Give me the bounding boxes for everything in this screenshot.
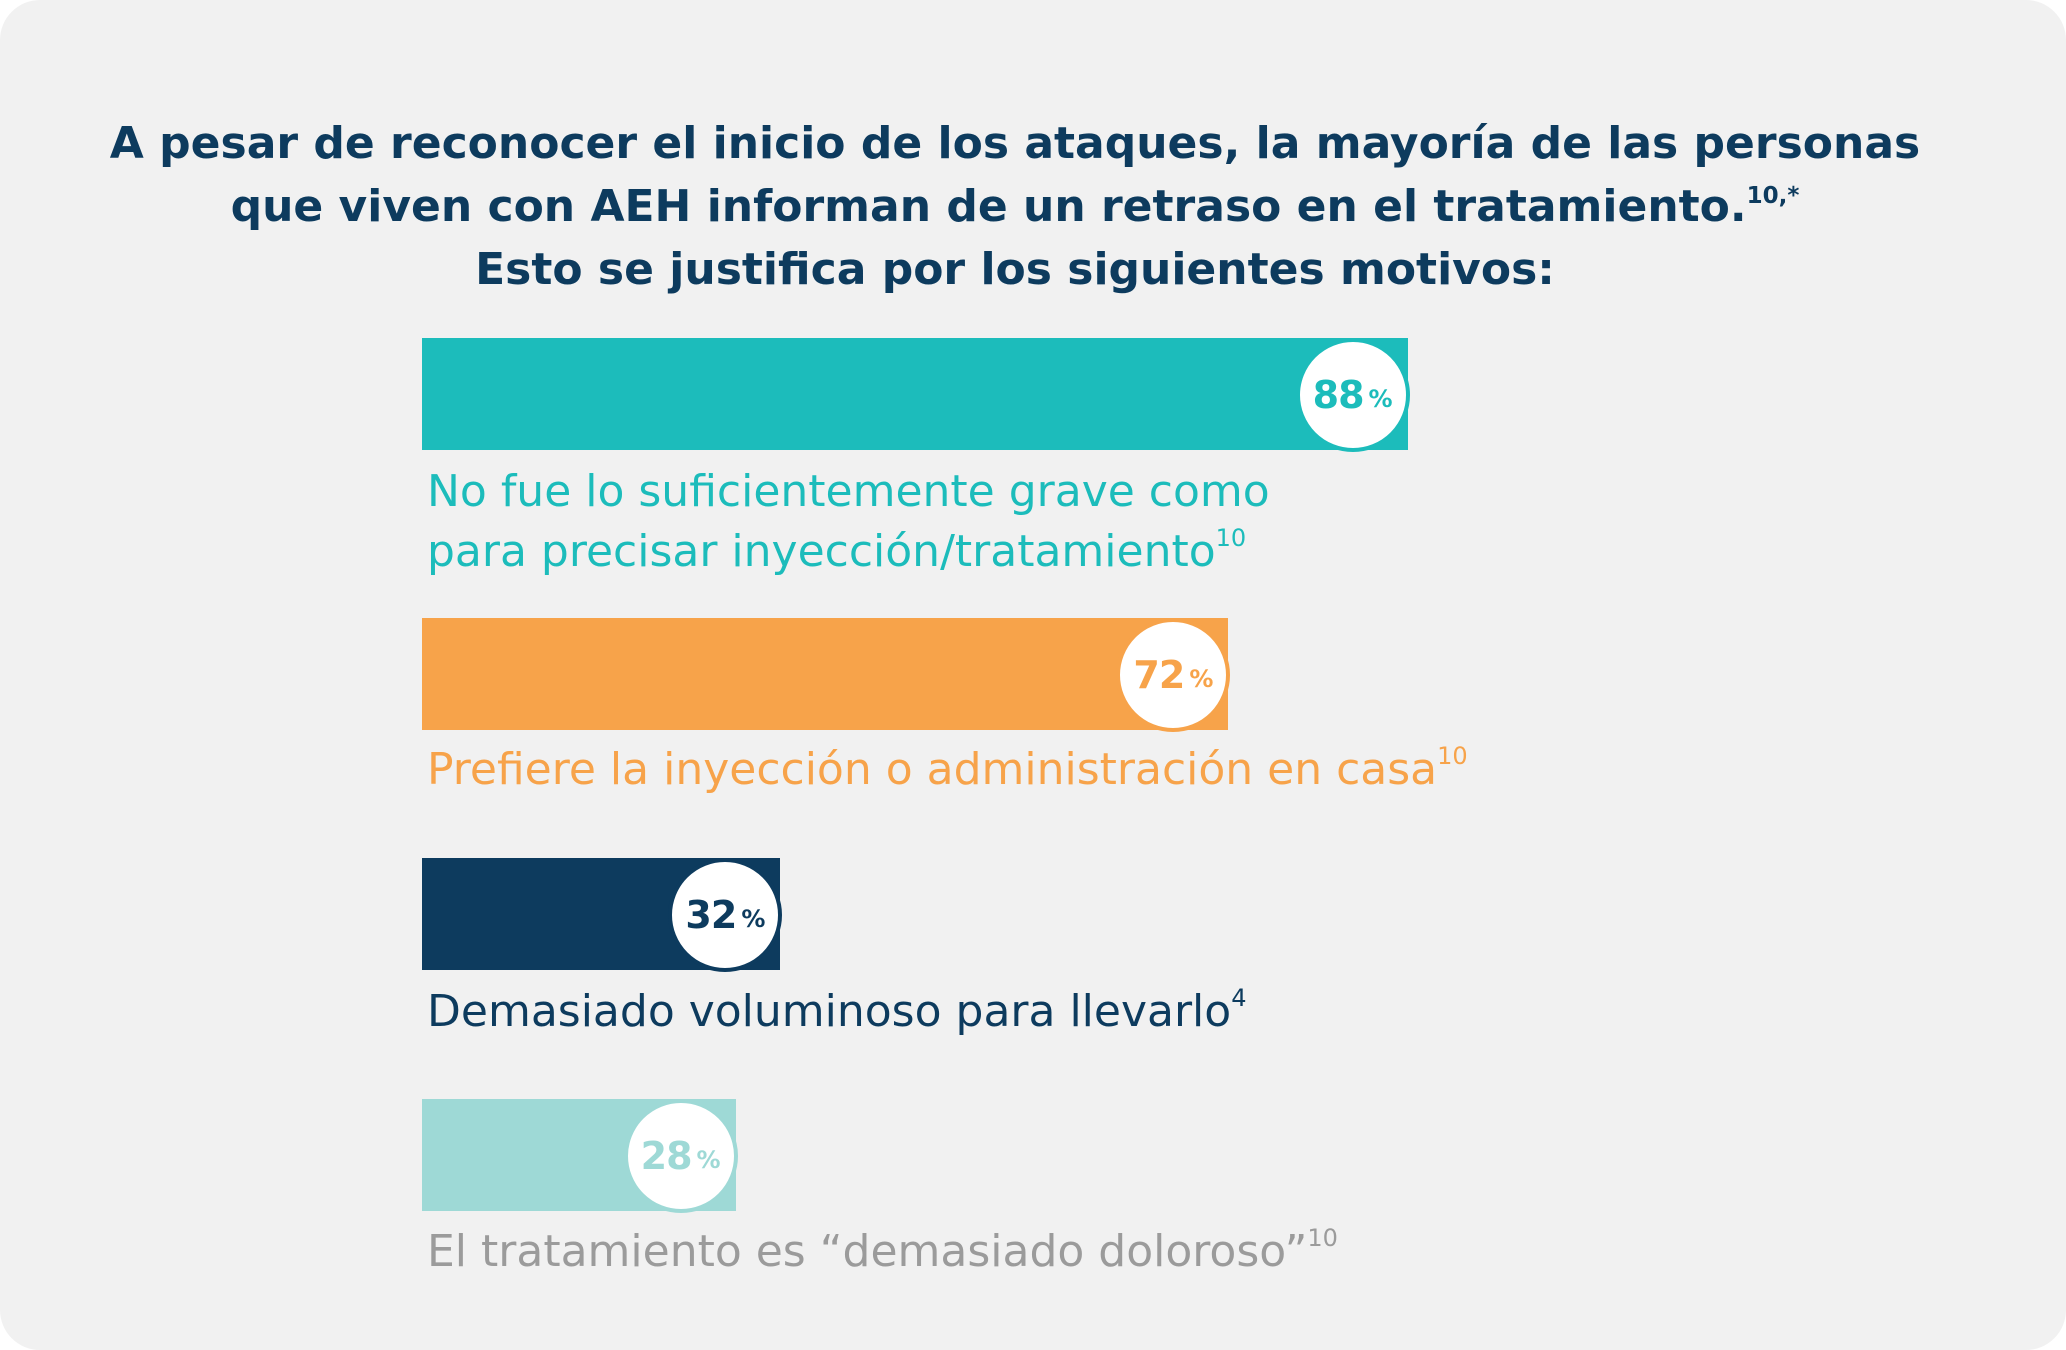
title-line-2-text: que viven con AEH informan de un retraso… xyxy=(230,181,1747,232)
title-line-3: Esto se justifica por los siguientes mot… xyxy=(475,244,1555,295)
title-line-1: A pesar de reconocer el inicio de los at… xyxy=(109,118,1921,169)
value-label-2: 72 xyxy=(1133,653,1185,697)
percent-symbol-2: % xyxy=(1189,665,1214,693)
bar-2 xyxy=(422,618,1229,730)
chart-title: A pesar de reconocer el inicio de los at… xyxy=(60,112,1970,301)
footnote-ref-1: 10 xyxy=(1215,524,1247,552)
percent-symbol-4: % xyxy=(696,1146,721,1174)
footnote-ref-3: 4 xyxy=(1231,984,1247,1012)
value-bubble-4: 28% xyxy=(623,1099,738,1213)
category-label-1: No fue lo suficientemente grave como para… xyxy=(427,462,1270,582)
percent-symbol-3: % xyxy=(741,905,766,933)
value-bubble-3: 32% xyxy=(668,858,783,972)
percent-symbol-1: % xyxy=(1368,385,1393,413)
value-label-1: 88 xyxy=(1312,373,1365,417)
category-label-4: El tratamiento es “demasiado doloroso”10 xyxy=(427,1222,1338,1282)
value-label-4: 28 xyxy=(640,1134,693,1178)
title-line-2: que viven con AEH informan de un retraso… xyxy=(60,175,1970,238)
category-label-2: Prefiere la inyección o administración e… xyxy=(427,740,1468,800)
category-label-2-line-1: Prefiere la inyección o administración e… xyxy=(427,742,1468,795)
value-bubble-2: 72% xyxy=(1116,618,1231,732)
footnote-ref-4: 10 xyxy=(1307,1224,1338,1252)
value-label-3: 32 xyxy=(685,893,737,937)
title-footnote-ref: 10,* xyxy=(1746,183,1800,209)
category-label-4-line-1: El tratamiento es “demasiado doloroso”10 xyxy=(427,1224,1338,1277)
category-label-1-line-1: No fue lo suficientemente grave como xyxy=(427,466,1270,517)
footnote-ref-2: 10 xyxy=(1437,742,1468,770)
category-label-3-line-1: Demasiado voluminoso para llevarlo4 xyxy=(427,984,1247,1037)
value-bubble-1: 88% xyxy=(1295,338,1410,452)
category-label-3: Demasiado voluminoso para llevarlo4 xyxy=(427,982,1246,1042)
category-label-1-line-2: para precisar inyección/tratamiento10 xyxy=(427,524,1247,577)
bar-1 xyxy=(422,338,1408,450)
